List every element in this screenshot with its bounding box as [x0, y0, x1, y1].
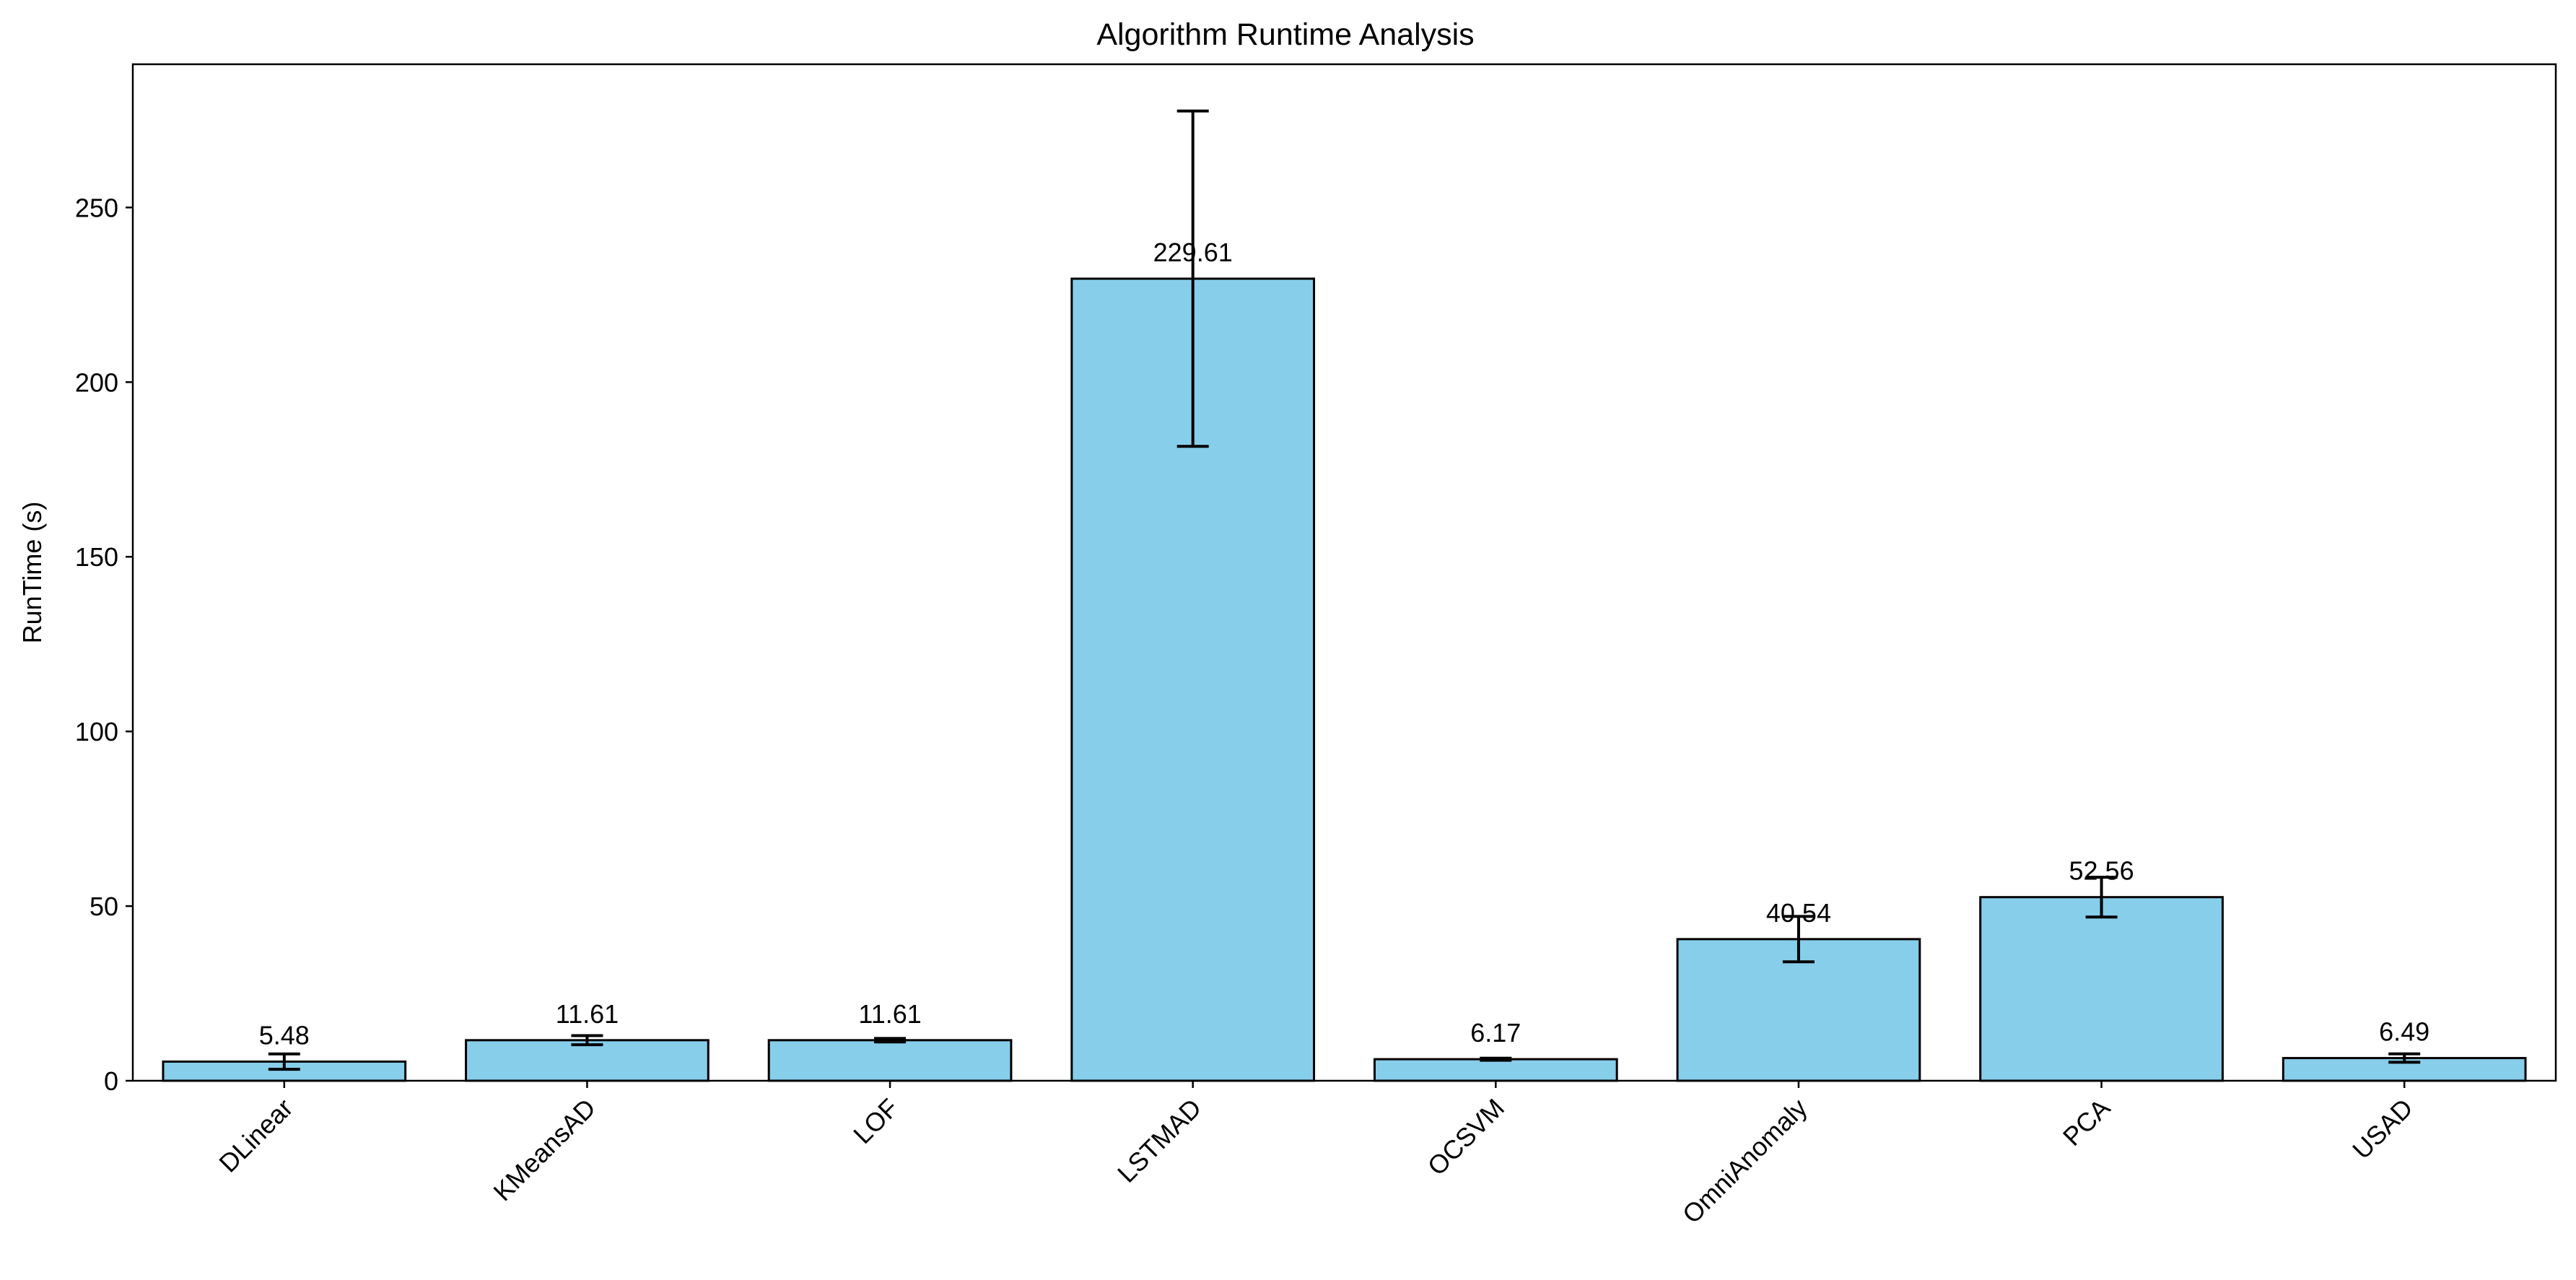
chart-title: Algorithm Runtime Analysis	[1096, 17, 1474, 52]
bar-pca	[1979, 896, 2224, 1082]
value-label: 229.61	[1153, 238, 1233, 267]
y-tick-label: 150	[75, 542, 118, 572]
bar-kmeansad	[465, 1039, 710, 1082]
bar-lof	[767, 1039, 1013, 1082]
y-tick-label: 50	[89, 892, 118, 921]
error-bar-dlinear	[268, 1052, 300, 1071]
value-label: 11.61	[858, 999, 921, 1029]
value-label: 5.48	[259, 1020, 310, 1050]
y-tick-label: 100	[75, 717, 118, 746]
error-bar-usad	[2388, 1052, 2421, 1064]
value-label: 52.56	[2069, 856, 2134, 886]
y-tick-label: 200	[75, 367, 118, 397]
bar-ocsvm	[1373, 1058, 1618, 1082]
value-label: 6.49	[2379, 1017, 2429, 1047]
error-bar-omnianomaly	[1782, 915, 1815, 964]
y-tick-label: 250	[75, 193, 118, 222]
value-label: 6.17	[1470, 1018, 1521, 1048]
error-bar-ocsvm	[1480, 1056, 1512, 1062]
error-bar-lof	[874, 1037, 907, 1044]
error-bar-kmeansad	[571, 1034, 603, 1047]
y-axis-label: RunTime (s)	[17, 502, 47, 644]
y-tick-label: 0	[104, 1066, 118, 1096]
value-label: 11.61	[556, 999, 619, 1029]
error-bar-lstmad	[1176, 109, 1209, 448]
value-label: 40.54	[1766, 898, 1831, 928]
error-bar-pca	[2085, 876, 2118, 919]
axes-frame	[131, 63, 2557, 1082]
